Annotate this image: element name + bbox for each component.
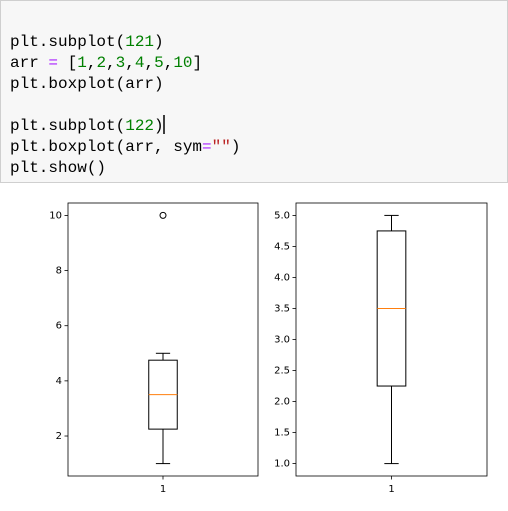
code-token: = (48, 54, 58, 72)
code-token: 3 (116, 54, 126, 72)
code-line: arr = [1,2,3,4,5,10] (10, 54, 202, 72)
code-token: , (106, 54, 116, 72)
axes-frame (295, 202, 488, 477)
y-tick-label: 6 (56, 321, 62, 332)
code-line: plt.show() (10, 159, 106, 177)
code-token: , (125, 54, 135, 72)
y-tick-label: 2 (56, 431, 62, 442)
code-token: 122 (125, 117, 154, 135)
code-token: 2 (96, 54, 106, 72)
code-line: plt.boxplot(arr, sym="") (10, 138, 240, 156)
code-token: 5 (154, 54, 164, 72)
code-token: ) (231, 138, 241, 156)
code-token: , (87, 54, 97, 72)
code-token: plt.subplot( (10, 117, 125, 135)
code-line: plt.subplot(121) (10, 33, 164, 51)
code-line: plt.boxplot(arr) (10, 75, 164, 93)
code-token: plt.boxplot(arr) (10, 75, 164, 93)
y-tick-label: 3.5 (274, 303, 290, 314)
y-tick-label: 5.0 (274, 210, 290, 221)
code-token: plt.boxplot(arr, sym (10, 138, 202, 156)
code-token: , (164, 54, 174, 72)
y-tick-label: 10 (49, 210, 62, 221)
code-line: plt.subplot(122) (10, 117, 164, 135)
y-tick-label: 4 (56, 376, 62, 387)
y-tick-label: 4.0 (274, 272, 290, 283)
code-token: plt.subplot( (10, 33, 125, 51)
y-tick-label: 3.0 (274, 335, 290, 346)
y-tick-label: 8 (56, 266, 62, 277)
code-token: "" (212, 138, 231, 156)
y-tick-label: 4.5 (274, 241, 290, 252)
code-token: = (202, 138, 212, 156)
code-token: ) (154, 117, 164, 135)
code-token: 121 (125, 33, 154, 51)
code-token: , (144, 54, 154, 72)
code-cell[interactable] (0, 0, 508, 183)
code-token: 1 (77, 54, 87, 72)
x-tick-label: 1 (388, 484, 394, 495)
y-tick-label: 2.5 (274, 366, 290, 377)
y-tick-label: 1.5 (274, 428, 290, 439)
code-token: ) (154, 33, 164, 51)
y-tick-label: 2.0 (274, 397, 290, 408)
code-token: ] (193, 54, 203, 72)
code-token: arr (10, 54, 48, 72)
code-token: plt.show() (10, 159, 106, 177)
code-token: 10 (173, 54, 192, 72)
y-tick-label: 1.0 (274, 459, 290, 470)
code-token: 4 (135, 54, 145, 72)
axes-frame (67, 202, 259, 477)
flier (159, 211, 167, 219)
x-tick-label: 1 (160, 484, 166, 495)
code-token: [ (58, 54, 77, 72)
